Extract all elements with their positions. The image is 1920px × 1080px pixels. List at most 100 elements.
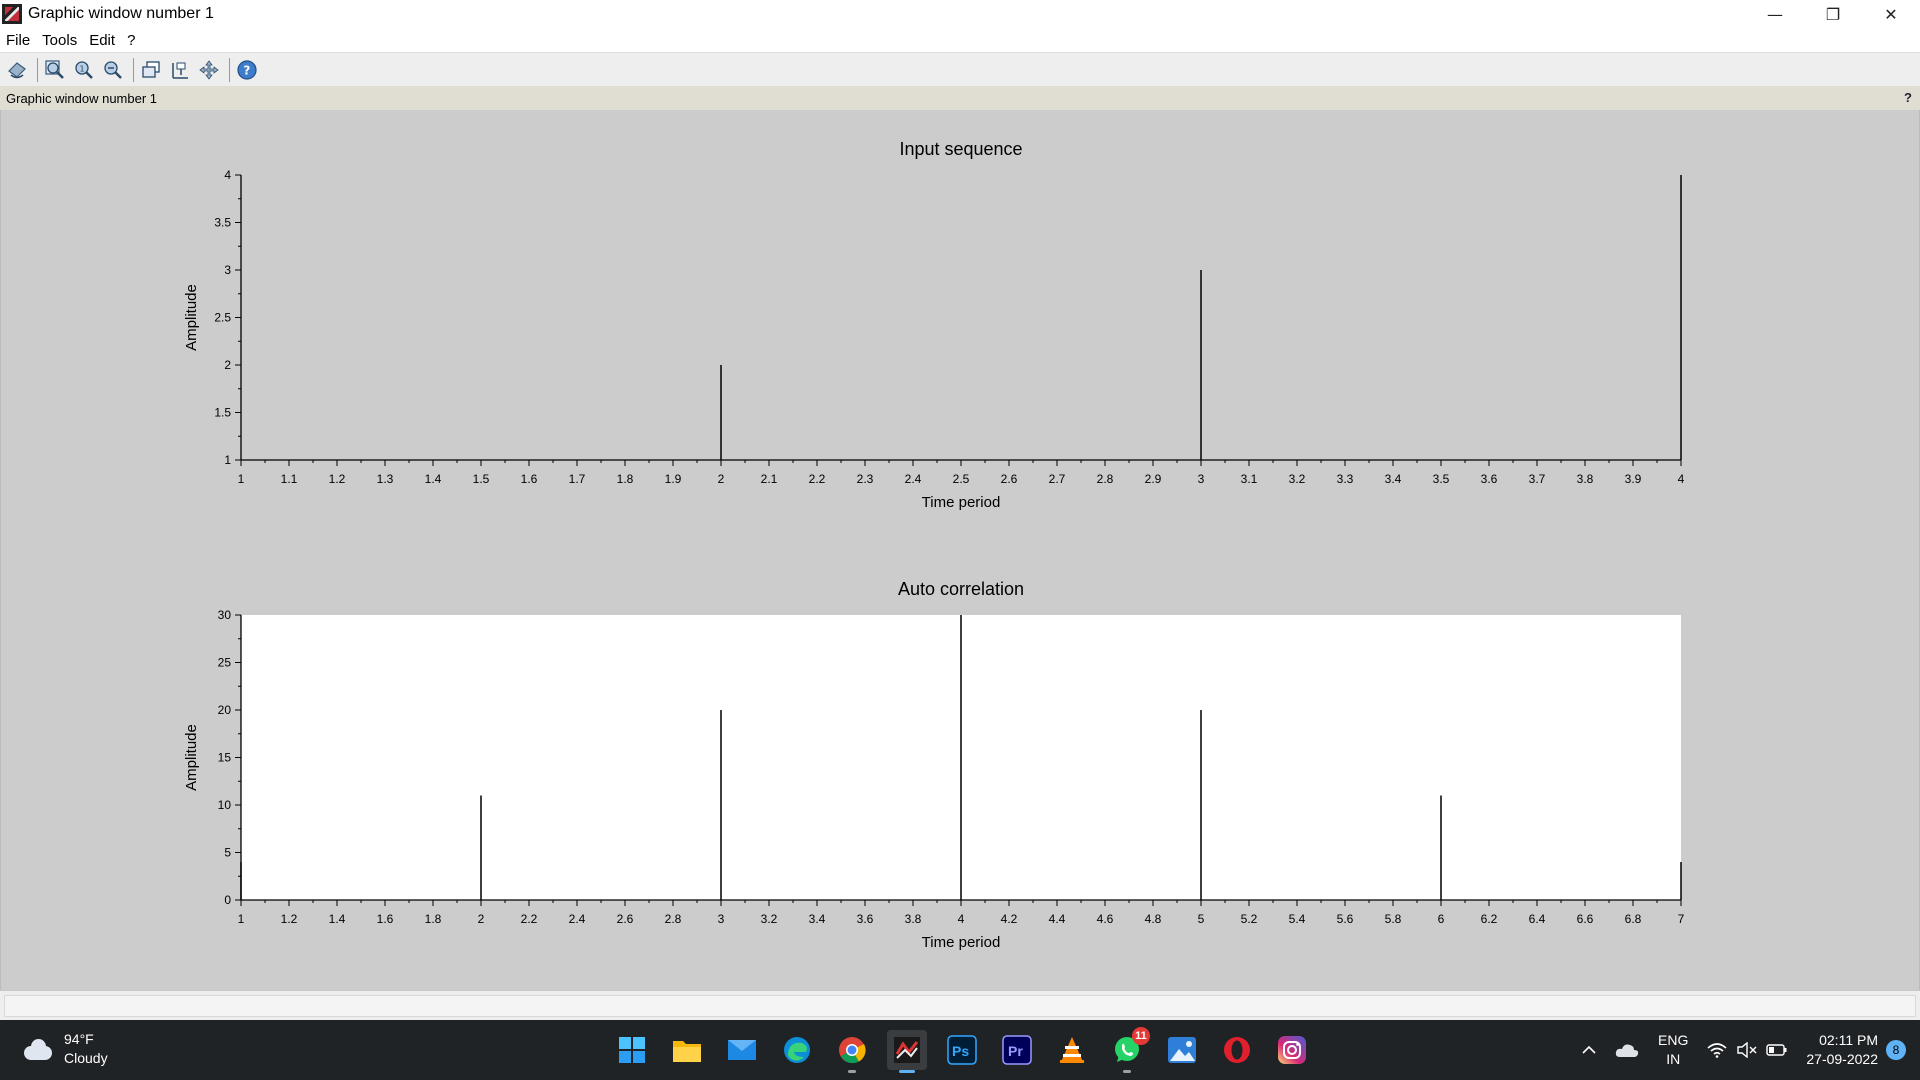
photos-button[interactable]: [1162, 1030, 1202, 1070]
rotate-icon[interactable]: [4, 57, 30, 83]
scilab-button[interactable]: [887, 1030, 927, 1073]
new-window-icon[interactable]: [138, 57, 164, 83]
x-tick-label: 1.8: [617, 472, 634, 486]
system-tray: ENG IN 02:11 PM 27-09-2022 8: [1574, 1020, 1920, 1080]
scilab-app-icon: [2, 4, 22, 24]
figure-canvas[interactable]: Input sequence 1 1.1 1.2 1.3 1.4 1.5 1.6 1.7 1.8 1…: [0, 110, 1920, 990]
x-tick-label: 3.9: [1625, 472, 1642, 486]
info-bar-text: Graphic window number 1: [6, 90, 158, 106]
clock-date: 27-09-2022: [1806, 1051, 1878, 1067]
menu-file[interactable]: File: [6, 31, 31, 49]
notification-badge: 11: [1132, 1027, 1150, 1045]
title-bar: Graphic window number 1 — ❐ ✕: [0, 0, 1920, 28]
close-button[interactable]: ✕: [1884, 4, 1898, 24]
minimize-button[interactable]: —: [1767, 4, 1783, 24]
x-tick-label: 5: [1198, 912, 1205, 926]
x-tick-label: 4.8: [1145, 912, 1162, 926]
clock[interactable]: 02:11 PM 27-09-2022: [1806, 1031, 1878, 1069]
battery-icon[interactable]: [1762, 1035, 1792, 1065]
opera-icon: [1224, 1037, 1250, 1063]
start-button[interactable]: [612, 1030, 652, 1070]
clock-time: 02:11 PM: [1819, 1032, 1878, 1048]
running-indicator: [1123, 1070, 1131, 1073]
x-tick-label: 6.4: [1529, 912, 1546, 926]
toolbar-separator: [133, 57, 134, 82]
x-tick-label: 1.2: [281, 912, 298, 926]
x-tick-label: 1.6: [377, 912, 394, 926]
taskbar-apps: Ps Pr 11: [612, 1027, 1327, 1073]
y-tick-label: 1: [224, 453, 231, 467]
taskbar: 94°F Cloudy Ps Pr: [0, 1020, 1920, 1080]
vlc-icon: [1060, 1037, 1084, 1063]
vlc-button[interactable]: [1052, 1030, 1092, 1070]
onedrive-icon[interactable]: [1612, 1035, 1642, 1065]
x-tick-label: 1.7: [569, 472, 586, 486]
volume-muted-icon[interactable]: [1732, 1035, 1762, 1065]
pan-icon[interactable]: [196, 57, 222, 83]
x-tick-label: 1.8: [425, 912, 442, 926]
photoshop-button[interactable]: Ps: [942, 1030, 982, 1070]
y-tick-label: 3: [224, 263, 231, 277]
instagram-icon: [1278, 1036, 1306, 1064]
scilab-icon: [894, 1037, 920, 1063]
x-tick-label: 2.4: [905, 472, 922, 486]
opera-button[interactable]: [1217, 1030, 1257, 1070]
chevron-up-icon[interactable]: [1574, 1035, 1604, 1065]
zoom-original-icon[interactable]: 1: [71, 57, 97, 83]
x-tick-label: 2: [718, 472, 725, 486]
x-tick-label: 2.1: [761, 472, 778, 486]
x-tick-label: 3.7: [1529, 472, 1546, 486]
zoom-in-icon[interactable]: [42, 57, 68, 83]
x-tick-label: 2.8: [1097, 472, 1114, 486]
toolbar: 1 ?: [0, 52, 1920, 86]
language-indicator[interactable]: ENG IN: [1658, 1031, 1688, 1069]
x-tick-label: 1.6: [521, 472, 538, 486]
instagram-button[interactable]: [1272, 1030, 1312, 1070]
whatsapp-button[interactable]: 11: [1107, 1027, 1150, 1073]
x-tick-label: 4: [1678, 472, 1685, 486]
mail-button[interactable]: [722, 1030, 762, 1070]
x-tick-label: 3.8: [905, 912, 922, 926]
info-help-icon[interactable]: ?: [1904, 90, 1912, 105]
x-tick-label: 4.4: [1049, 912, 1066, 926]
x-tick-label: 2.5: [953, 472, 970, 486]
x-tick-label: 2.8: [665, 912, 682, 926]
menu-tools[interactable]: Tools: [42, 31, 78, 49]
y-axis-label: Amplitude: [183, 724, 200, 791]
menu-help[interactable]: ?: [127, 31, 136, 49]
plot-title: Auto correlation: [898, 579, 1024, 599]
language-code: ENG: [1658, 1032, 1689, 1048]
edge-button[interactable]: [777, 1030, 817, 1070]
x-tick-label: 3.6: [857, 912, 874, 926]
x-tick-label: 1.4: [425, 472, 442, 486]
help-icon[interactable]: ?: [234, 57, 260, 83]
maximize-button[interactable]: ❐: [1825, 4, 1841, 24]
info-bar: Graphic window number 1 ?: [0, 86, 1920, 110]
premiere-button[interactable]: Pr: [997, 1030, 1037, 1070]
x-tick-label: 3.2: [1289, 472, 1306, 486]
chrome-button[interactable]: [832, 1030, 872, 1073]
datatip-icon[interactable]: [167, 57, 193, 83]
x-tick-label: 4.2: [1001, 912, 1018, 926]
cloud-icon: [22, 1038, 54, 1060]
file-explorer-button[interactable]: [667, 1030, 707, 1070]
notification-count-badge[interactable]: 8: [1886, 1040, 1906, 1060]
active-indicator: [899, 1070, 915, 1073]
x-tick-label: 4: [958, 912, 965, 926]
weather-widget[interactable]: 94°F Cloudy: [22, 1030, 108, 1068]
wifi-icon[interactable]: [1702, 1035, 1732, 1065]
y-tick-label: 10: [218, 798, 232, 812]
y-tick-label: 3.5: [214, 216, 231, 230]
svg-text:Pr: Pr: [1008, 1043, 1023, 1059]
menu-edit[interactable]: Edit: [89, 31, 116, 49]
y-tick-label: 2.5: [214, 311, 231, 325]
x-tick-label: 2.7: [1049, 472, 1066, 486]
zoom-out-icon[interactable]: [100, 57, 126, 83]
x-tick-label: 1.9: [665, 472, 682, 486]
y-tick-label: 4: [224, 168, 231, 182]
x-tick-label: 1.4: [329, 912, 346, 926]
svg-text:Ps: Ps: [952, 1043, 969, 1059]
y-axis-label: Amplitude: [183, 284, 200, 351]
x-tick-label: 1: [238, 472, 245, 486]
x-tick-label: 7: [1678, 912, 1685, 926]
